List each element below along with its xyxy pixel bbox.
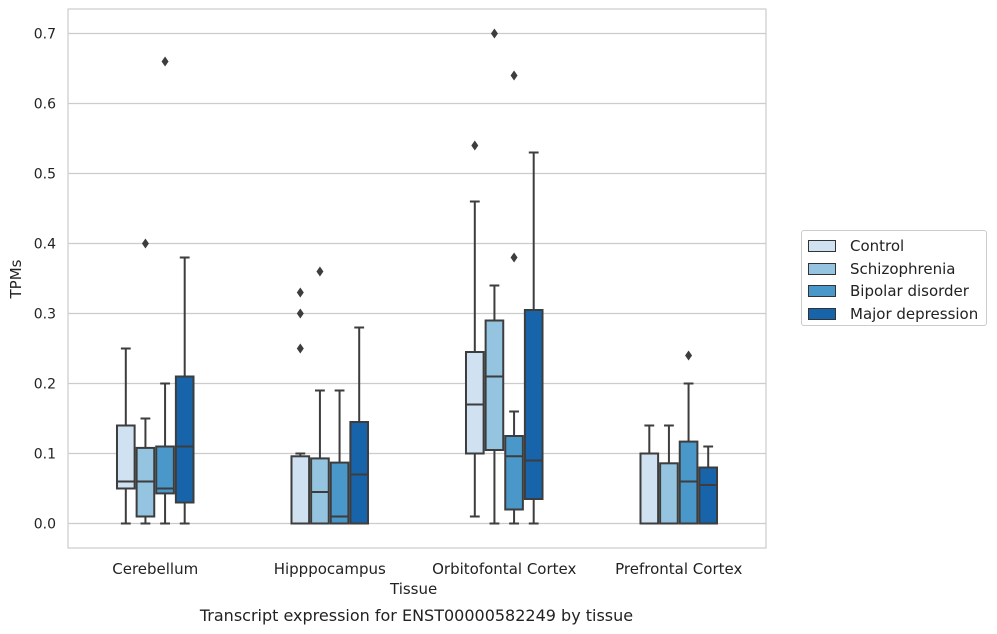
legend-swatch-control xyxy=(808,240,836,253)
outlier-point xyxy=(685,350,693,361)
x-tick-labels: Cerebellum Hipppocampus Orbitofontal Corte… xyxy=(112,560,742,578)
box-body xyxy=(290,455,311,525)
box-major-depression xyxy=(349,326,370,525)
box-body xyxy=(678,440,699,525)
legend-label-major-depression: Major depression xyxy=(850,304,979,323)
box-body xyxy=(115,424,136,490)
box-schizophrenia xyxy=(484,28,505,525)
box-bipolar-disorder xyxy=(504,70,524,525)
box-major-depression xyxy=(174,256,195,525)
box-body xyxy=(329,461,350,525)
box-body xyxy=(155,445,175,495)
legend-item-schizophrenia: Schizophrenia xyxy=(808,258,986,281)
x-tick-label: Orbitofontal Cortex xyxy=(432,560,576,578)
x-axis-label: Tissue xyxy=(390,580,438,598)
legend-swatch-schizophrenia xyxy=(808,262,836,275)
box-control xyxy=(639,424,660,525)
box-schizophrenia xyxy=(310,266,330,525)
y-tick-label: 0.6 xyxy=(34,97,56,113)
x-tick-label: Cerebellum xyxy=(112,560,198,578)
box-body xyxy=(174,375,195,504)
box-control xyxy=(464,140,485,518)
y-axis-label: TPMs xyxy=(7,259,25,299)
outlier-point xyxy=(296,308,304,319)
box-bipolar-disorder xyxy=(155,56,175,525)
outlier-point xyxy=(510,252,518,263)
legend-label-control: Control xyxy=(850,237,905,256)
x-tick-label: Hipppocampus xyxy=(274,560,386,578)
box-schizophrenia xyxy=(135,238,156,525)
box-bipolar-disorder xyxy=(678,350,699,525)
outlier-point xyxy=(296,343,304,354)
box-body xyxy=(349,421,370,525)
box-major-depression xyxy=(698,445,719,525)
legend-label-schizophrenia: Schizophrenia xyxy=(850,259,956,278)
box-body xyxy=(639,452,660,525)
outlier-point xyxy=(510,70,518,81)
outlier-point xyxy=(490,28,498,39)
outlier-point xyxy=(161,56,169,67)
legend: Control Schizophrenia Bipolar disorder M… xyxy=(801,230,987,326)
box-body xyxy=(523,309,544,500)
box-body xyxy=(464,351,485,455)
y-tick-labels: 0.0 0.1 0.2 0.3 0.4 0.5 0.6 0.7 xyxy=(34,27,56,533)
legend-swatch-major-depression xyxy=(808,307,836,320)
box-control xyxy=(290,287,311,525)
box-body xyxy=(504,435,524,511)
box-body xyxy=(484,319,505,451)
boxes xyxy=(115,28,719,525)
y-tick-label: 0.2 xyxy=(34,377,56,393)
box-body xyxy=(310,457,330,525)
outlier-point xyxy=(141,238,149,249)
legend-item-bipolar-disorder: Bipolar disorder xyxy=(808,280,986,303)
outlier-point xyxy=(316,266,324,277)
outlier-point xyxy=(296,287,304,298)
box-major-depression xyxy=(523,151,544,525)
outlier-point xyxy=(471,140,479,151)
y-tick-label: 0.5 xyxy=(34,167,56,183)
legend-label-bipolar-disorder: Bipolar disorder xyxy=(850,282,969,301)
legend-swatch-bipolar-disorder xyxy=(808,285,836,298)
y-tick-label: 0.1 xyxy=(34,447,56,463)
y-tick-label: 0.3 xyxy=(34,307,56,323)
box-control xyxy=(115,347,136,525)
plot-frame xyxy=(67,8,767,549)
box-body xyxy=(659,462,679,525)
figure-caption: Transcript expression for ENST0000058224… xyxy=(199,606,634,625)
y-tick-label: 0.7 xyxy=(34,27,56,43)
legend-item-control: Control xyxy=(808,235,986,258)
y-tick-label: 0.0 xyxy=(34,517,56,533)
y-tick-label: 0.4 xyxy=(34,237,56,253)
x-tick-label: Prefrontal Cortex xyxy=(615,560,742,578)
box-bipolar-disorder xyxy=(329,389,350,525)
legend-item-major-depression: Major depression xyxy=(808,303,986,326)
box-body xyxy=(698,466,719,525)
box-schizophrenia xyxy=(659,424,679,525)
